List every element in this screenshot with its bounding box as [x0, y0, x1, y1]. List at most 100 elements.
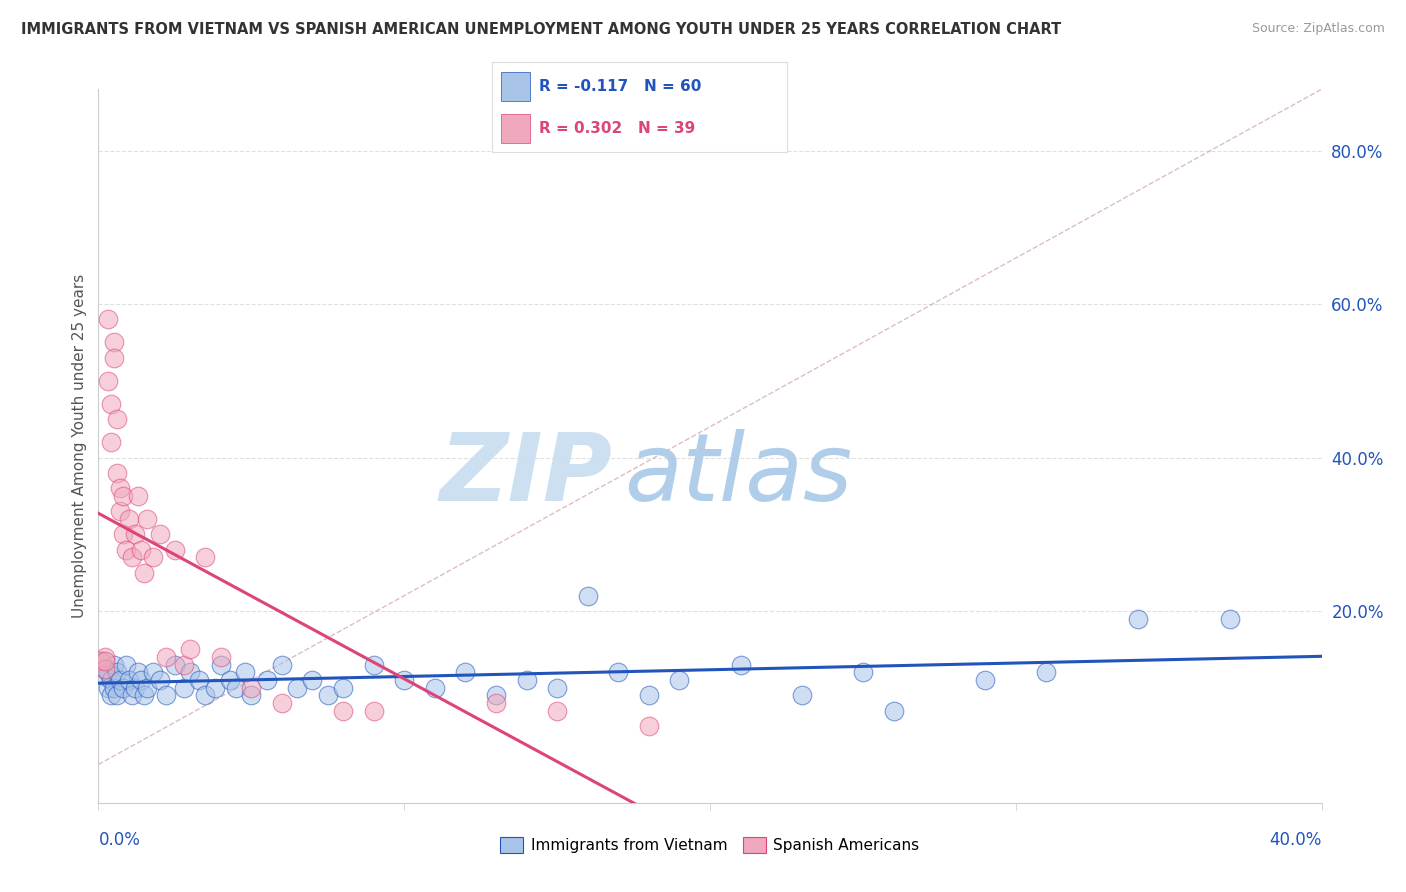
Point [124, 681, 146, 695]
Point [219, 673, 242, 687]
Text: atlas: atlas [624, 429, 852, 520]
Text: ZIP: ZIP [439, 428, 612, 521]
Point [301, 673, 323, 687]
Point [194, 550, 217, 565]
Text: Source: ZipAtlas.com: Source: ZipAtlas.com [1251, 22, 1385, 36]
Point [1128, 612, 1150, 626]
Point [134, 566, 156, 580]
Point [363, 704, 385, 718]
Point [852, 665, 875, 680]
Point [97, 374, 120, 388]
Point [149, 673, 172, 687]
Point [105, 689, 128, 703]
Point [103, 335, 125, 350]
Point [103, 657, 125, 672]
Point [121, 550, 143, 565]
Point [240, 681, 263, 695]
Point [93, 650, 115, 665]
Point [179, 665, 201, 680]
Point [100, 689, 122, 703]
Point [105, 412, 128, 426]
Point [93, 661, 115, 675]
Point [209, 657, 232, 672]
Point [115, 542, 138, 557]
Point [285, 681, 308, 695]
Point [270, 696, 292, 710]
Point [118, 512, 141, 526]
Point [332, 681, 354, 695]
Point [485, 696, 508, 710]
Point [127, 665, 149, 680]
Point [105, 665, 128, 680]
Point [124, 527, 146, 541]
Point [121, 689, 143, 703]
Point [546, 704, 568, 718]
Point [100, 673, 122, 687]
Point [108, 673, 131, 687]
Point [142, 665, 165, 680]
Point [392, 673, 416, 687]
Point [1219, 612, 1241, 626]
Point [516, 673, 538, 687]
Point [108, 504, 131, 518]
Text: 0.0%: 0.0% [98, 831, 141, 849]
Y-axis label: Unemployment Among Youth under 25 years: Unemployment Among Youth under 25 years [72, 274, 87, 618]
Point [194, 689, 217, 703]
FancyBboxPatch shape [501, 72, 530, 101]
Point [90, 654, 112, 668]
Point [423, 681, 446, 695]
Point [637, 719, 661, 733]
Point [179, 642, 201, 657]
Point [105, 466, 128, 480]
Point [730, 657, 752, 672]
Point [209, 650, 232, 665]
Point [1035, 665, 1057, 680]
Point [270, 657, 292, 672]
Point [173, 657, 195, 672]
Point [108, 481, 131, 495]
Point [97, 312, 120, 326]
Point [454, 665, 477, 680]
Point [233, 665, 256, 680]
Point [90, 654, 112, 668]
Point [155, 689, 177, 703]
Point [155, 650, 177, 665]
Point [163, 542, 186, 557]
Point [103, 351, 125, 365]
FancyBboxPatch shape [501, 114, 530, 143]
Point [149, 527, 172, 541]
Point [111, 681, 134, 695]
Point [118, 673, 141, 687]
Point [111, 489, 134, 503]
Point [173, 681, 195, 695]
Point [668, 673, 690, 687]
Point [883, 704, 905, 718]
Point [790, 689, 813, 703]
Point [546, 681, 568, 695]
Point [240, 689, 263, 703]
Point [256, 673, 278, 687]
Point [97, 681, 120, 695]
Point [97, 665, 120, 680]
Point [188, 673, 211, 687]
Point [93, 669, 115, 683]
Legend: Immigrants from Vietnam, Spanish Americans: Immigrants from Vietnam, Spanish America… [495, 831, 925, 859]
Point [127, 489, 149, 503]
Point [974, 673, 997, 687]
Point [163, 657, 186, 672]
Point [129, 542, 152, 557]
Point [316, 689, 339, 703]
Text: IMMIGRANTS FROM VIETNAM VS SPANISH AMERICAN UNEMPLOYMENT AMONG YOUTH UNDER 25 YE: IMMIGRANTS FROM VIETNAM VS SPANISH AMERI… [21, 22, 1062, 37]
Point [134, 689, 156, 703]
Point [136, 681, 159, 695]
Point [136, 512, 159, 526]
Point [332, 704, 354, 718]
Point [100, 435, 122, 450]
Text: 40.0%: 40.0% [1270, 831, 1322, 849]
Point [576, 589, 599, 603]
Point [204, 681, 226, 695]
Point [363, 657, 385, 672]
Point [115, 657, 138, 672]
Point [93, 661, 115, 675]
Point [142, 550, 165, 565]
